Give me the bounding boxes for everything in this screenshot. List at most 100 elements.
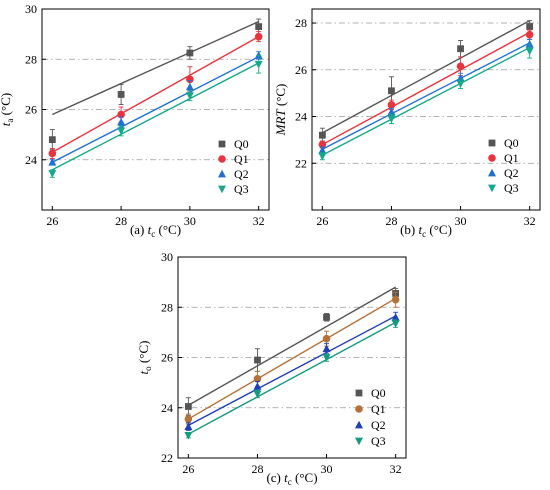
x-tick-label: 30: [321, 462, 333, 476]
data-point: [186, 75, 194, 84]
data-point: [456, 62, 465, 71]
y-tick-label: 22: [295, 156, 307, 170]
data-point: [117, 110, 125, 119]
legend-marker: [355, 420, 363, 429]
data-point: [322, 344, 331, 353]
legend-label: Q0: [371, 386, 386, 400]
data-point: [117, 117, 126, 126]
legend-marker: [355, 437, 363, 446]
legend-marker: [355, 389, 363, 397]
fit-line: [322, 31, 530, 146]
data-point: [48, 136, 56, 144]
chart-panel-1: 26 28 30 32 24 26 28 30 ta (°C) (a) tc (°C) Q0Q1Q2…: [0, 2, 270, 239]
data-point: [526, 23, 534, 30]
fit-line: [51, 36, 260, 153]
data-point: [254, 60, 263, 69]
plot-frame: [311, 8, 541, 211]
data-point: [184, 403, 192, 410]
data-point: [186, 49, 194, 57]
y-tick-label: 30: [161, 250, 173, 264]
data-point: [184, 422, 193, 430]
y-axis-label: ta (°C): [0, 93, 15, 126]
y-tick-label: 28: [295, 16, 307, 30]
legend-label: Q0: [504, 136, 519, 150]
series-q3: [48, 55, 263, 178]
data-point: [254, 32, 263, 41]
y-tick-label: 24: [295, 110, 307, 124]
data-point: [387, 101, 396, 109]
legend-marker: [355, 405, 363, 413]
y-tick-label: 28: [25, 52, 37, 66]
data-point: [387, 107, 396, 116]
series-q3: [184, 319, 400, 440]
x-axis-caption: (c) tc (°C): [266, 470, 317, 487]
data-point: [253, 375, 262, 383]
fit-line: [322, 46, 530, 156]
data-point: [48, 149, 57, 158]
data-point: [391, 320, 400, 328]
chart-panel-3: 26 28 30 32 22 24 26 28 30 to (°C) (c) tc (°C) Q0 Q1…: [136, 250, 407, 487]
data-point: [323, 313, 330, 321]
data-point: [184, 415, 193, 423]
data-point: [48, 158, 57, 166]
x-tick-label: 26: [46, 214, 58, 228]
fit-line: [322, 20, 530, 134]
legend-marker: [218, 185, 226, 194]
data-point: [318, 152, 327, 161]
legend-marker: [218, 155, 226, 163]
x-tick-label: 28: [251, 462, 263, 476]
x-axis-caption: (b) tc (°C): [400, 222, 452, 239]
series-q1: [318, 29, 534, 149]
data-point: [185, 82, 194, 91]
data-point: [48, 170, 57, 178]
x-axis-caption: (a) tc (°C): [130, 222, 181, 239]
fit-line: [52, 20, 259, 116]
series-q0: [318, 20, 534, 143]
x-tick-label: 32: [253, 214, 265, 228]
data-point: [318, 146, 327, 154]
series-q0: [184, 286, 400, 416]
legend-marker: [218, 140, 226, 148]
legend-marker: [488, 139, 496, 147]
y-tick-label: 30: [25, 2, 37, 16]
y-tick-label: 28: [161, 300, 173, 314]
series-q0: [48, 18, 263, 151]
y-tick-label: 22: [161, 451, 173, 465]
data-point: [184, 431, 193, 440]
series-q1: [184, 291, 400, 425]
y-axis-label: to (°C): [136, 341, 153, 375]
y-axis-label: MRT (°C): [273, 84, 288, 137]
legend-marker: [488, 154, 496, 162]
data-point: [525, 30, 534, 39]
data-point: [388, 87, 395, 95]
x-tick-label: 30: [184, 214, 196, 228]
data-point: [391, 313, 400, 321]
data-point: [457, 45, 464, 53]
y-tick-label: 26: [25, 103, 37, 117]
data-point: [253, 390, 262, 399]
fit-line: [188, 297, 396, 420]
legend-label: Q2: [234, 167, 249, 181]
y-tick-label: 26: [161, 351, 173, 365]
data-point: [117, 91, 125, 98]
series-q2: [184, 311, 400, 431]
x-tick-label: 32: [524, 214, 536, 228]
x-tick-label: 26: [316, 214, 328, 228]
series-q1: [48, 31, 263, 159]
data-point: [322, 334, 331, 343]
y-tick-label: 26: [295, 63, 307, 77]
legend-label: Q2: [371, 418, 386, 432]
data-point: [525, 47, 534, 56]
series-q2: [318, 38, 534, 155]
fit-line: [51, 56, 260, 163]
legend-label: Q3: [504, 181, 519, 195]
data-point: [391, 295, 400, 304]
data-point: [318, 131, 326, 139]
data-point: [255, 23, 263, 30]
data-point: [322, 354, 331, 362]
legend-marker: [488, 168, 496, 177]
x-tick-label: 28: [385, 214, 397, 228]
y-tick-label: 24: [161, 401, 173, 415]
